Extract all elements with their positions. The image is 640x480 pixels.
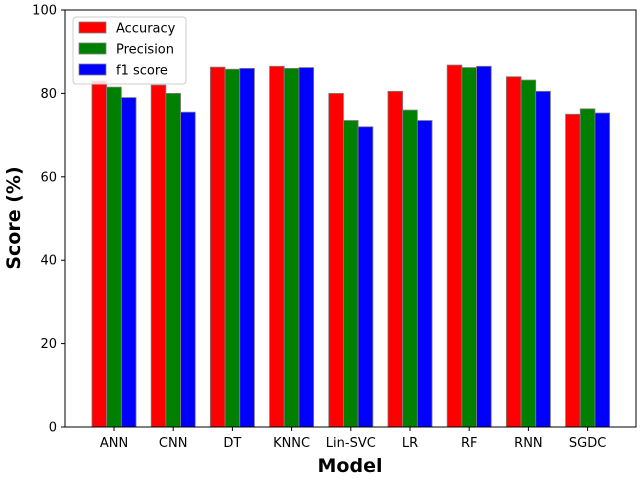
bar bbox=[224, 68, 241, 428]
series-f1-score bbox=[120, 65, 611, 428]
bar bbox=[402, 109, 418, 428]
bar bbox=[239, 67, 255, 428]
x-axis-title: Model bbox=[318, 455, 383, 477]
x-tick-label: RF bbox=[461, 436, 478, 451]
x-tick-label: KNNC bbox=[273, 436, 310, 451]
y-tick-label: 80 bbox=[40, 87, 57, 102]
x-tick-label: LR bbox=[402, 436, 418, 451]
bar bbox=[106, 86, 122, 428]
legend-label: Precision bbox=[116, 43, 174, 58]
bar bbox=[328, 93, 344, 428]
bar bbox=[357, 126, 374, 428]
series-precision bbox=[106, 67, 596, 428]
y-tick-label: 20 bbox=[40, 337, 57, 352]
bar bbox=[446, 64, 463, 428]
bar bbox=[476, 65, 492, 428]
y-tick-label: 60 bbox=[40, 170, 57, 185]
legend-swatch bbox=[78, 21, 107, 34]
x-tick-label: ANN bbox=[100, 436, 128, 451]
bar bbox=[579, 108, 596, 428]
bar bbox=[505, 76, 522, 428]
series-accuracy bbox=[91, 64, 581, 428]
legend-label: f1 score bbox=[116, 64, 168, 79]
bar bbox=[387, 90, 404, 428]
x-tick-label: RNN bbox=[514, 436, 542, 451]
legend-swatch bbox=[78, 63, 107, 76]
bar bbox=[535, 90, 551, 428]
bar bbox=[594, 112, 611, 428]
legend: Accuracy Precision f1 score bbox=[72, 16, 187, 85]
bar bbox=[565, 113, 581, 428]
bar bbox=[520, 79, 537, 428]
plot-area: 0 20 40 60 80 100 ANN CNN DT KNNC Lin-SVC LR RF RNN SG… bbox=[32, 4, 637, 451]
x-tick-label: Lin-SVC bbox=[326, 436, 376, 451]
bar bbox=[298, 67, 315, 428]
bar bbox=[91, 80, 108, 428]
bar bbox=[150, 84, 167, 428]
bar bbox=[343, 120, 359, 428]
x-tick-label: SGDC bbox=[569, 436, 606, 451]
y-tick-label: 0 bbox=[49, 421, 57, 436]
y-tick-label: 100 bbox=[32, 4, 57, 19]
bar bbox=[269, 65, 285, 428]
bar bbox=[209, 66, 226, 428]
bar bbox=[461, 67, 477, 428]
x-tick-label: DT bbox=[223, 436, 241, 451]
bar bbox=[416, 120, 433, 428]
legend-label: Accuracy bbox=[116, 22, 176, 37]
legend-swatch bbox=[78, 42, 107, 55]
y-tick-label: 40 bbox=[40, 254, 57, 269]
bar bbox=[180, 111, 196, 428]
y-axis-title: Score (%) bbox=[3, 166, 25, 269]
bar bbox=[120, 97, 137, 428]
bar bbox=[283, 67, 300, 428]
bar bbox=[165, 93, 181, 428]
x-tick-label: CNN bbox=[159, 436, 188, 451]
